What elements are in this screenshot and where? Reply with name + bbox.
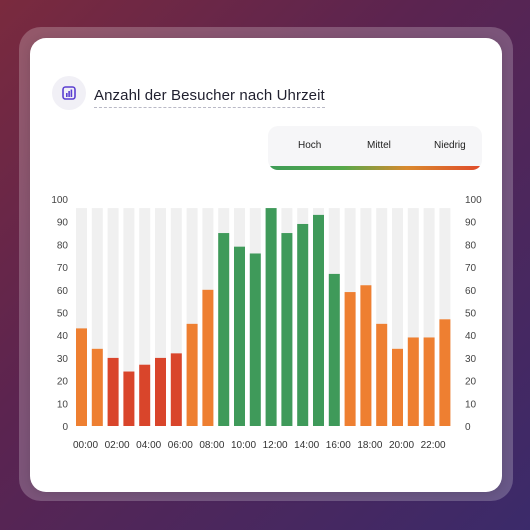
x-tick-label: 04:00	[136, 440, 161, 451]
x-tick-label: 00:00	[73, 440, 98, 451]
y-tick-label-left: 100	[51, 195, 68, 206]
bar	[265, 208, 277, 426]
x-tick-label: 10:00	[231, 440, 256, 451]
legend: Hoch Mittel Niedrig	[268, 126, 482, 170]
y-tick-label-right: 0	[465, 422, 471, 433]
x-tick-label: 08:00	[199, 440, 224, 451]
bar	[76, 328, 87, 426]
y-tick-label-right: 50	[465, 309, 477, 320]
bar	[155, 357, 166, 426]
y-tick-label-right: 10	[465, 399, 477, 410]
y-tick-label-right: 70	[465, 263, 477, 274]
y-tick-label-right: 60	[465, 286, 477, 297]
bar	[91, 348, 103, 426]
bar-track	[76, 208, 87, 426]
y-tick-label-left: 10	[57, 399, 69, 410]
bar-chart-icon[interactable]	[52, 76, 86, 110]
bar	[139, 364, 151, 426]
bar	[202, 289, 214, 426]
bar-track	[170, 208, 182, 426]
bar-track	[155, 208, 166, 426]
bar-track	[439, 208, 451, 426]
bar	[297, 223, 309, 426]
bar-track	[107, 208, 119, 426]
legend-item-mittel[interactable]: Mittel	[367, 140, 391, 151]
bar	[218, 233, 230, 426]
x-tick-label: 20:00	[389, 440, 414, 451]
bar-track	[186, 208, 198, 426]
bar	[360, 285, 372, 426]
x-tick-label: 18:00	[357, 440, 382, 451]
y-tick-label-left: 50	[57, 309, 69, 320]
legend-gradient-bar	[268, 166, 482, 170]
bar	[328, 273, 340, 426]
bar	[249, 253, 261, 426]
bar	[313, 214, 324, 426]
x-tick-label: 14:00	[294, 440, 319, 451]
bar-track	[423, 208, 435, 426]
bar	[234, 246, 245, 426]
x-tick-label: 02:00	[105, 440, 130, 451]
y-tick-label-left: 30	[57, 354, 69, 365]
bar	[186, 323, 198, 426]
bar-track	[392, 208, 403, 426]
bar	[392, 348, 403, 426]
x-tick-label: 06:00	[168, 440, 193, 451]
y-tick-label-right: 80	[465, 240, 477, 251]
bar	[423, 337, 435, 426]
y-tick-label-left: 70	[57, 263, 69, 274]
legend-item-niedrig[interactable]: Niedrig	[434, 140, 466, 151]
y-tick-label-right: 90	[465, 218, 477, 229]
legend-item-hoch[interactable]: Hoch	[298, 140, 322, 151]
y-tick-label-right: 40	[465, 331, 477, 342]
y-tick-label-right: 100	[465, 195, 482, 206]
y-tick-label-right: 30	[465, 354, 477, 365]
bar-track	[407, 208, 419, 426]
y-tick-label-left: 90	[57, 218, 69, 229]
y-tick-label-right: 20	[465, 377, 477, 388]
chart-title: Anzahl der Besucher nach Uhrzeit	[94, 87, 325, 108]
bar	[170, 353, 182, 426]
bar-track	[139, 208, 151, 426]
bar	[407, 337, 419, 426]
bar-track	[91, 208, 103, 426]
bar	[107, 357, 119, 426]
y-tick-label-left: 20	[57, 377, 69, 388]
y-tick-label-left: 40	[57, 331, 69, 342]
x-tick-label: 12:00	[263, 440, 288, 451]
bar-track	[123, 208, 135, 426]
bar	[439, 319, 451, 426]
y-tick-label-left: 0	[62, 422, 68, 433]
bar	[123, 371, 135, 426]
y-tick-label-left: 80	[57, 240, 69, 251]
x-tick-label: 16:00	[326, 440, 351, 451]
bar-track	[376, 208, 388, 426]
bar	[281, 233, 293, 426]
bar	[376, 323, 388, 426]
x-tick-label: 22:00	[421, 440, 446, 451]
bar	[344, 292, 356, 426]
y-tick-label-left: 60	[57, 286, 69, 297]
